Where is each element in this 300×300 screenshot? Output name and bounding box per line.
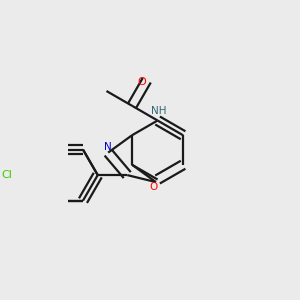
Text: NH: NH [151,106,166,116]
Text: O: O [149,182,158,192]
Text: Cl: Cl [2,170,13,180]
Text: N: N [104,142,112,152]
Text: O: O [138,76,146,86]
